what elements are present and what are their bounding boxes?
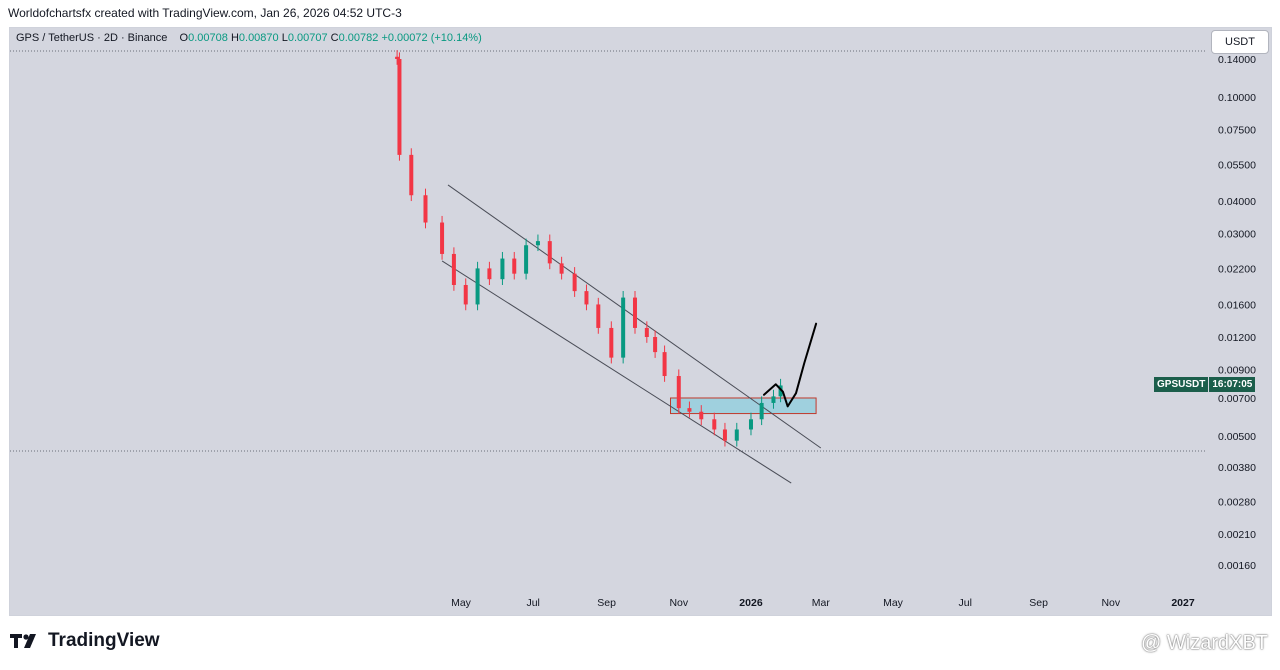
candle-body <box>687 408 692 412</box>
x-tick-label: Nov <box>669 597 688 609</box>
open-label: O <box>179 32 189 44</box>
candle-body <box>632 297 637 328</box>
candle-body <box>463 284 468 305</box>
channel-lower-line <box>441 260 792 484</box>
candle-body <box>423 195 428 223</box>
candle-body <box>748 419 753 430</box>
x-tick-label: May <box>451 597 472 609</box>
candle-body <box>653 336 658 353</box>
watermark: @ WizardXBT <box>1141 632 1268 655</box>
candle-body <box>440 222 445 254</box>
y-tick-label: 0.00160 <box>1218 560 1256 572</box>
demand-zone-box <box>669 397 817 415</box>
candle-body <box>500 258 505 280</box>
currency-button[interactable]: USDT <box>1211 30 1269 54</box>
chart-attribution: Worldofchartsfx created with TradingView… <box>8 6 402 20</box>
low-value: 0.00707 <box>287 32 328 44</box>
candle-body <box>644 327 649 337</box>
change-value: +0.00072 (+10.14%) <box>381 32 482 44</box>
candle-body <box>621 297 626 358</box>
y-tick-label: 0.10000 <box>1218 92 1256 104</box>
projection-drawing <box>763 322 818 408</box>
candle-body <box>547 241 552 264</box>
x-tick-label: Nov <box>1101 597 1120 609</box>
candle-body <box>596 304 601 328</box>
y-tick-label: 0.00900 <box>1218 365 1256 377</box>
x-tick-label: May <box>883 597 904 609</box>
y-tick-label: 0.00500 <box>1218 431 1256 443</box>
candle-body <box>524 245 529 274</box>
candle-body <box>397 59 402 155</box>
tradingview-logo[interactable]: TradingView <box>10 630 160 652</box>
plot-area[interactable] <box>10 28 1206 589</box>
y-tick-label: 0.01200 <box>1218 332 1256 344</box>
tradingview-logo-icon <box>10 634 36 648</box>
x-tick-label: Mar <box>812 597 831 609</box>
close-label: C <box>330 32 339 44</box>
x-tick-label: 2026 <box>739 597 763 609</box>
tradingview-logo-text: TradingView <box>48 630 160 651</box>
x-tick-label: 2027 <box>1171 597 1195 609</box>
y-tick-label: 0.00380 <box>1218 462 1256 474</box>
symbol-name[interactable]: GPS / TetherUS · 2D · Binance <box>16 32 168 44</box>
low-label: L <box>281 32 288 44</box>
candle-body <box>771 396 776 403</box>
x-tick-label: Sep <box>1029 597 1048 609</box>
candle-body <box>609 327 614 358</box>
symbol-legend: GPS / TetherUS · 2D · Binance O0.00708 H… <box>16 32 482 44</box>
x-tick-label: Jul <box>526 597 539 609</box>
candle-body <box>572 273 577 292</box>
y-tick-label: 0.14000 <box>1218 54 1256 66</box>
y-tick-label: 0.03000 <box>1218 228 1256 240</box>
candle-body <box>475 268 480 305</box>
candle-body <box>487 268 492 280</box>
candle-body <box>699 411 704 420</box>
candle-body <box>451 253 456 285</box>
y-tick-label: 0.00700 <box>1218 393 1256 405</box>
candle-body <box>409 154 414 196</box>
y-tick-label: 0.01600 <box>1218 299 1256 311</box>
candle-body <box>535 241 540 246</box>
badge-countdown: 16:07:05 <box>1208 377 1256 392</box>
candle-body <box>778 385 783 397</box>
candle-body <box>395 56 400 59</box>
y-tick-label: 0.02200 <box>1218 263 1256 275</box>
x-tick-label: Sep <box>597 597 616 609</box>
high-label: H <box>230 32 239 44</box>
y-tick-label: 0.04000 <box>1218 196 1256 208</box>
y-tick-label: 0.00280 <box>1218 497 1256 509</box>
open-value: 0.00708 <box>188 32 228 44</box>
candle-body <box>759 402 764 420</box>
last-price-badge: GPSUSDT 16:07:05 <box>1154 377 1256 392</box>
y-tick-label: 0.05500 <box>1218 160 1256 172</box>
candle-body <box>559 263 564 274</box>
candle-body <box>734 429 739 441</box>
candle-body <box>712 419 717 430</box>
candle-body <box>512 258 517 274</box>
candle-body <box>584 291 589 305</box>
y-tick-label: 0.00210 <box>1218 529 1256 541</box>
x-tick-label: Jul <box>958 597 971 609</box>
high-value: 0.00870 <box>238 32 279 44</box>
watermark-text: @ WizardXBT <box>1141 632 1268 654</box>
candle-body <box>676 376 681 409</box>
candle-body <box>722 429 727 441</box>
candle-body <box>662 352 667 377</box>
badge-symbol: GPSUSDT <box>1154 377 1209 392</box>
close-value: 0.00782 <box>338 32 379 44</box>
y-tick-label: 0.07500 <box>1218 125 1256 137</box>
